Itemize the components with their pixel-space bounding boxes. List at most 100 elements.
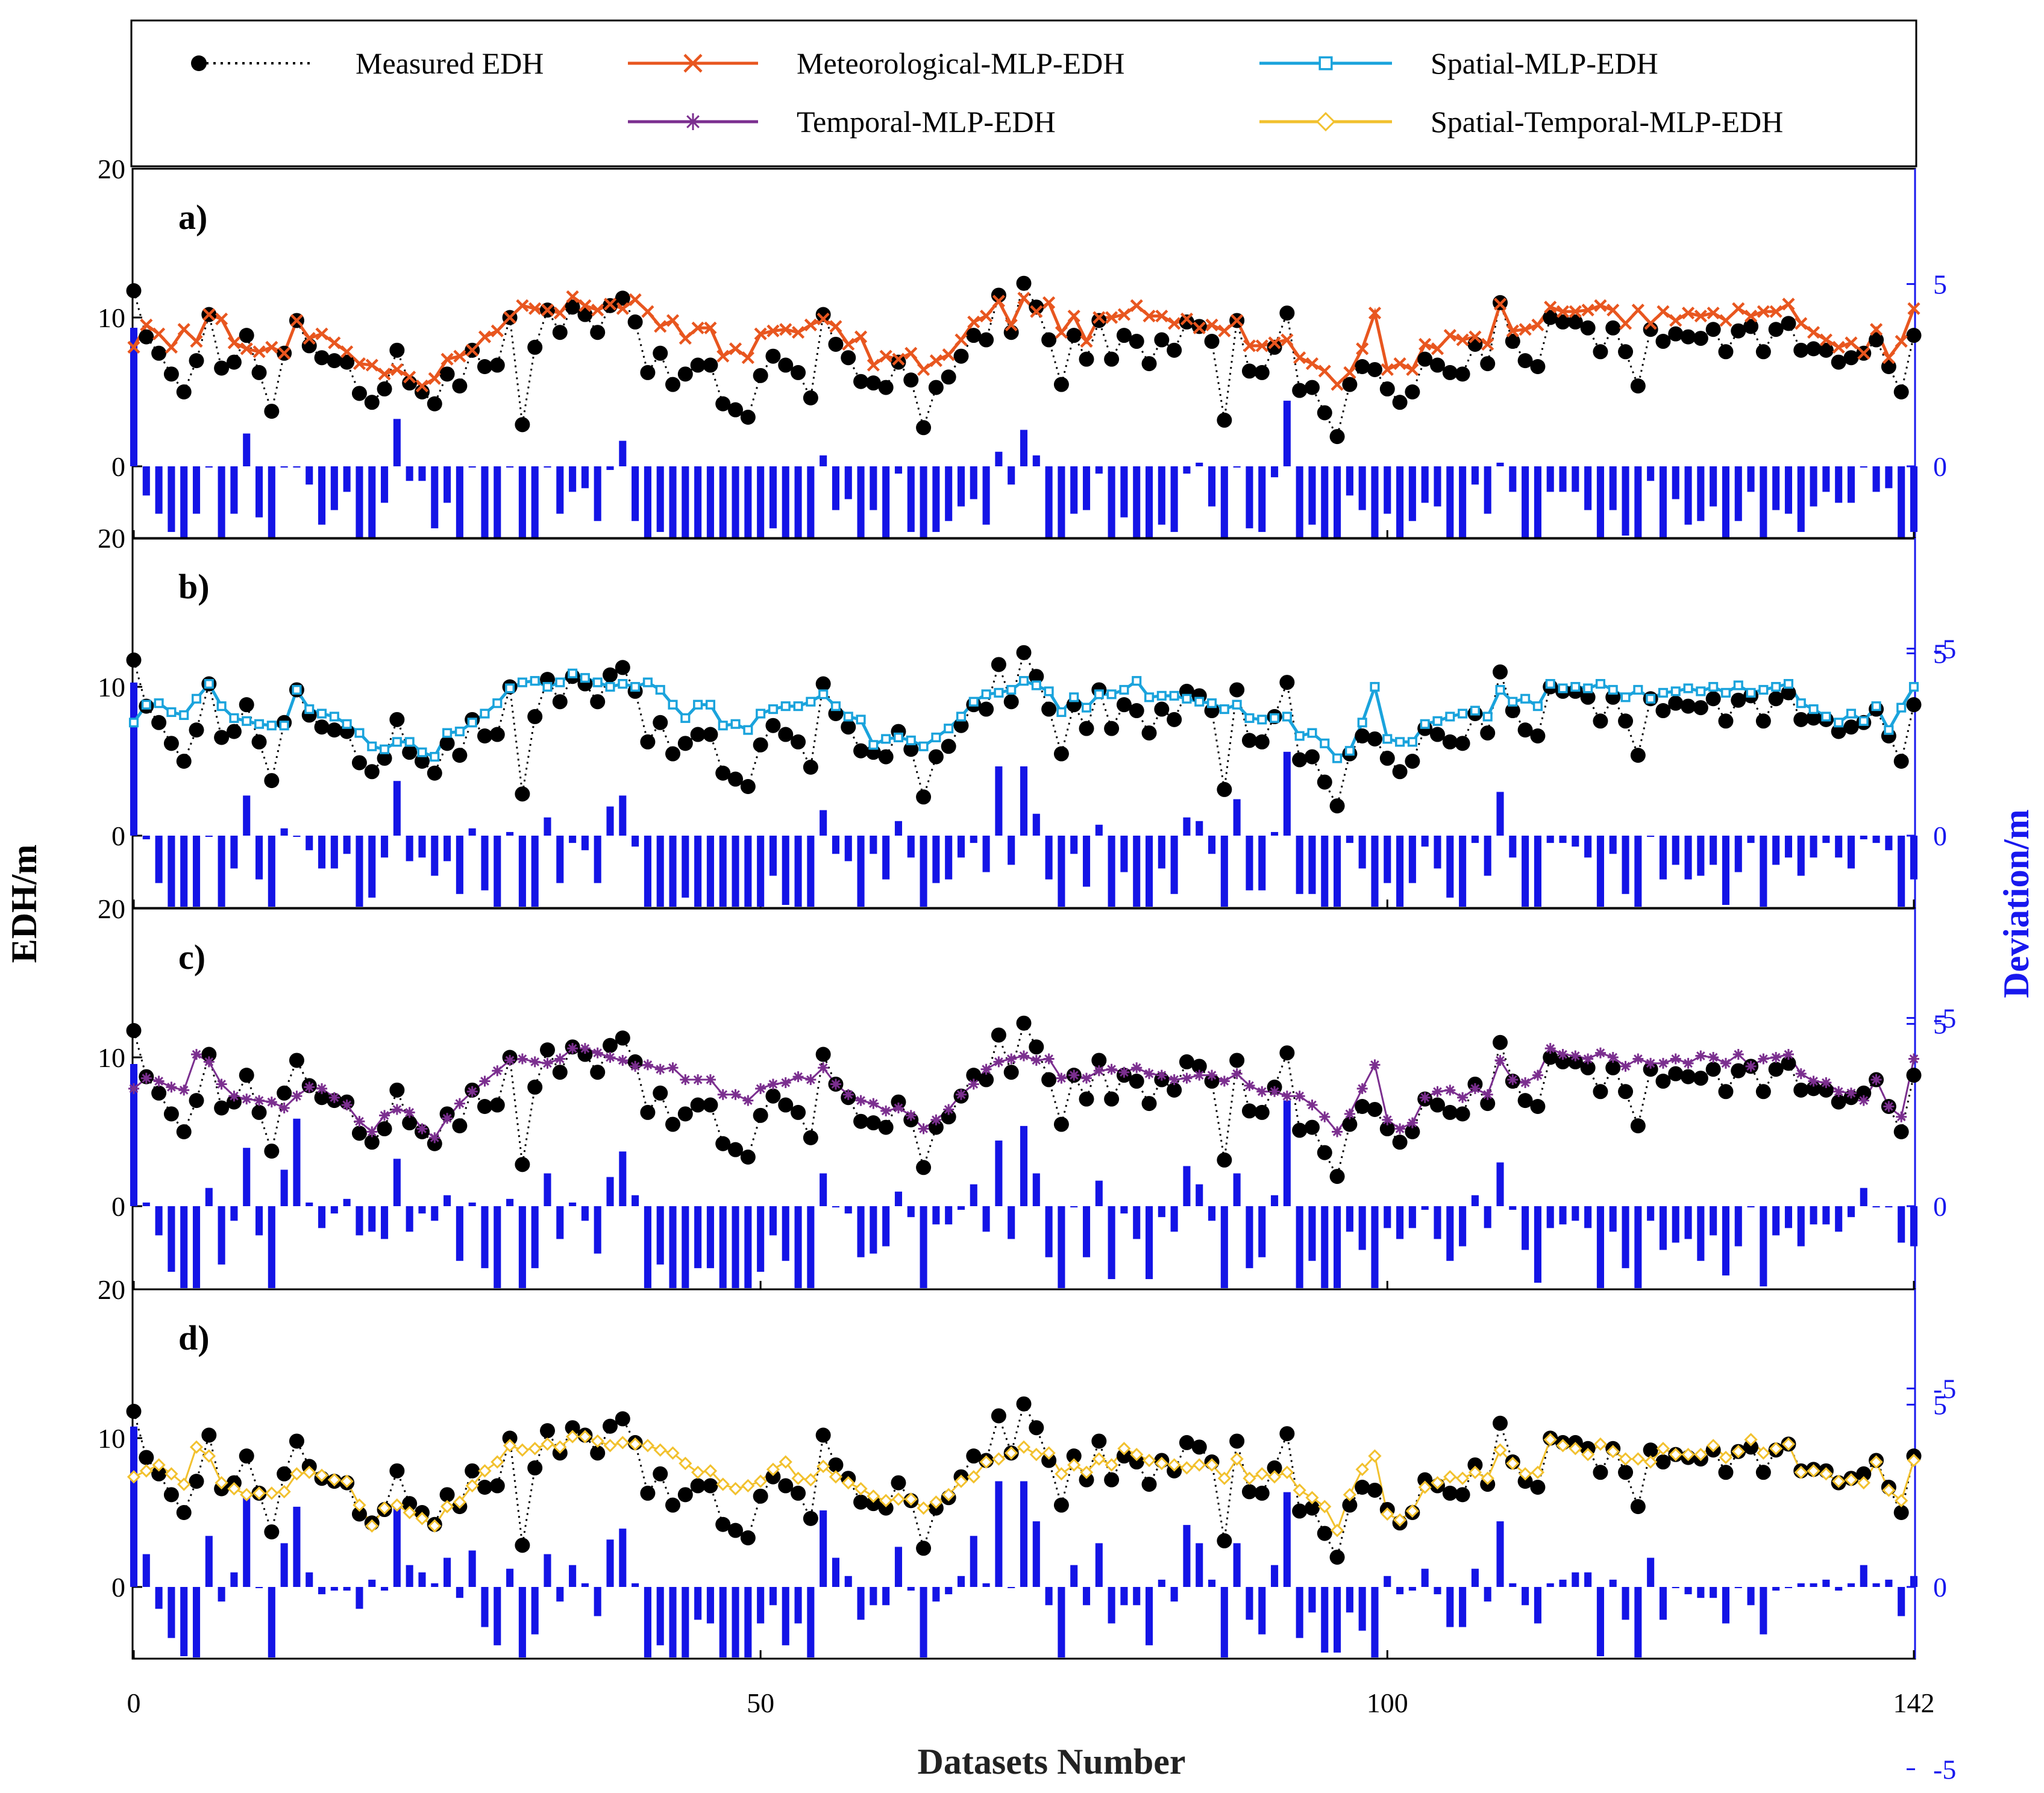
model-point (1356, 1083, 1368, 1094)
deviation-bar (1459, 466, 1467, 537)
model-point (529, 1056, 541, 1068)
deviation-bar (130, 1426, 138, 1587)
model-point (1067, 1458, 1081, 1472)
measured-point (590, 694, 606, 710)
model-point (829, 320, 842, 333)
deviation-bar (1697, 1206, 1705, 1261)
measured-point (327, 353, 342, 369)
measured-point (690, 1478, 706, 1494)
x-tick-label: 0 (127, 1688, 141, 1718)
deviation-bar (1596, 466, 1604, 537)
measured-point (139, 1450, 154, 1465)
deviation-bar (318, 1587, 326, 1595)
deviation-bar (1283, 751, 1291, 836)
model-point (1255, 339, 1268, 352)
measured-point (1029, 1420, 1044, 1436)
model-point (980, 1063, 992, 1075)
measured-point (865, 1496, 881, 1512)
model-point (1808, 704, 1819, 715)
measured-point (1893, 384, 1909, 399)
right-tick-label: 5 (1933, 1389, 1947, 1420)
measured-point (640, 734, 656, 749)
measured-point (753, 1488, 768, 1504)
model-point (478, 330, 492, 343)
model-point (278, 1102, 290, 1113)
model-point (616, 302, 629, 315)
deviation-bar (794, 1587, 802, 1624)
deviation-bar (1170, 1587, 1178, 1602)
measured-point (1593, 1465, 1608, 1480)
measured-point (728, 771, 744, 787)
measured-point (189, 722, 204, 738)
measured-point (1480, 725, 1496, 741)
deviation-bar (293, 1506, 301, 1587)
deviation-bar (907, 466, 915, 532)
measured-point (314, 719, 330, 735)
model-point (703, 1464, 718, 1478)
model-point (1105, 1458, 1118, 1472)
deviation-bar (694, 1587, 702, 1620)
legend-marker-1 (683, 54, 703, 73)
model-point (530, 676, 540, 686)
model-point (1005, 1446, 1018, 1460)
model-point (1908, 1053, 1919, 1065)
deviation-bar (894, 821, 903, 836)
measured-point (1455, 1487, 1470, 1503)
deviation-bar (1108, 1587, 1115, 1624)
measured-point (465, 1463, 480, 1479)
deviation-bar (1208, 836, 1216, 854)
deviation-bar (1020, 1125, 1028, 1206)
deviation-bar (1710, 836, 1717, 865)
deviation-bar (1522, 836, 1529, 907)
deviation-bar (1358, 836, 1366, 869)
deviation-bar (982, 1583, 990, 1587)
measured-point (640, 365, 656, 380)
deviation-bar (870, 836, 877, 854)
measured-point (1655, 334, 1671, 349)
measured-point (477, 728, 492, 744)
deviation-bar (130, 1063, 138, 1206)
model-point (177, 323, 190, 336)
deviation-bar (1308, 1206, 1316, 1261)
measured-point (1079, 1091, 1094, 1107)
measured-point (841, 350, 856, 366)
measured-point (665, 377, 681, 392)
deviation-bar (907, 1587, 915, 1591)
model-point (403, 1506, 416, 1519)
model-point (817, 312, 830, 326)
measured-point (1254, 1104, 1270, 1120)
model-point (730, 719, 741, 729)
model-point (1846, 709, 1857, 719)
measured-point (1053, 1116, 1069, 1132)
model-point (854, 330, 868, 343)
deviation-bar (556, 466, 564, 514)
deviation-bar (706, 836, 714, 907)
x-tick-label: 100 (1367, 1688, 1408, 1718)
deviation-bar (1684, 466, 1692, 525)
measured-point (1342, 1497, 1358, 1513)
model-point (616, 1436, 630, 1450)
model-point (931, 732, 941, 743)
model-point (992, 1452, 1006, 1466)
deviation-bar (556, 836, 564, 883)
measured-point (377, 1121, 392, 1137)
model-point (254, 719, 265, 729)
right-tick-label: 5 (1933, 638, 1947, 669)
deviation-bar (1446, 1587, 1454, 1627)
measured-point (552, 1065, 568, 1080)
deviation-bar (1596, 1587, 1604, 1656)
deviation-bar (1509, 466, 1517, 492)
model-point (929, 1495, 943, 1509)
measured-point (1154, 701, 1170, 717)
legend-marker-0 (191, 55, 207, 71)
deviation-bar (894, 466, 903, 474)
deviation-bar (1509, 1206, 1517, 1210)
measured-point (690, 1097, 706, 1113)
deviation-bar (1082, 466, 1091, 510)
measured-point (1555, 314, 1571, 330)
measured-point (1693, 1071, 1708, 1086)
measured-point (1379, 381, 1395, 397)
deviation-bar (1722, 836, 1729, 905)
model-point (1119, 684, 1129, 695)
deviation-bar (1459, 1587, 1467, 1627)
